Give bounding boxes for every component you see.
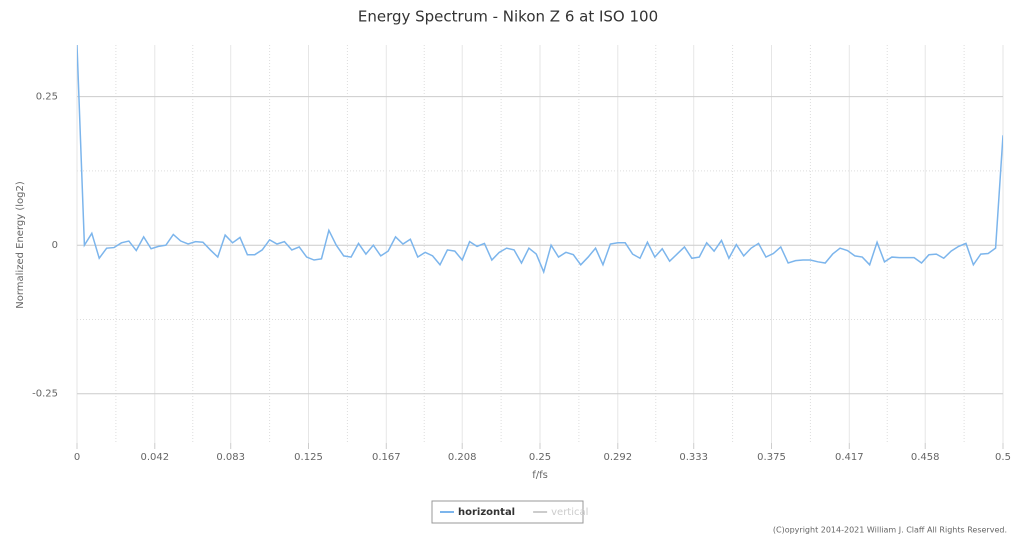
x-tick-label: 0.375 [757, 452, 786, 463]
x-tick-label: 0.25 [529, 452, 551, 463]
x-tick-label: 0.458 [911, 452, 940, 463]
legend-box [431, 500, 584, 524]
legend-label: vertical [551, 507, 588, 518]
x-tick-label: 0 [74, 452, 80, 463]
x-tick-label: 0.042 [140, 452, 169, 463]
x-tick-label: 0.167 [372, 452, 401, 463]
x-tick-label: 0.417 [835, 452, 864, 463]
x-tick-label: 0.333 [679, 452, 708, 463]
x-tick-label: 0.208 [448, 452, 477, 463]
x-tick-label: 0.083 [216, 452, 245, 463]
y-tick-label: -0.25 [32, 389, 58, 400]
chart-title: Energy Spectrum - Nikon Z 6 at ISO 100 [358, 8, 658, 26]
legend-label: horizontal [458, 507, 515, 518]
copyright: (C)opyright 2014-2021 William J. Claff A… [773, 526, 1007, 535]
x-tick-label: 0.125 [294, 452, 323, 463]
y-tick-label: 0.25 [36, 92, 58, 103]
y-axis-label: Normalized Energy (log2) [15, 181, 26, 309]
x-tick-label: 0.292 [603, 452, 632, 463]
x-axis-label: f/fs [532, 470, 548, 481]
series-line [77, 45, 1003, 275]
x-tick-label: 0.5 [995, 452, 1011, 463]
y-tick-label: 0 [52, 240, 58, 251]
